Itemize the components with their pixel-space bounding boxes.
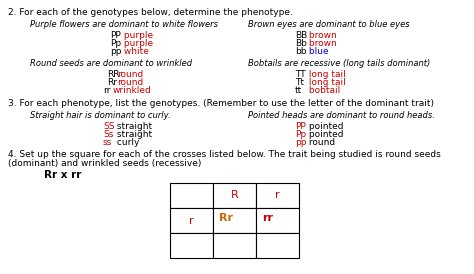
Text: Pp: Pp (295, 130, 306, 139)
Text: PP: PP (295, 122, 306, 131)
Text: ss: ss (103, 138, 112, 147)
Bar (256, 183, 299, 208)
Text: BB: BB (295, 31, 307, 40)
Text: 3. For each phenotype, list the genotypes. (Remember to use the letter of the do: 3. For each phenotype, list the genotype… (8, 99, 434, 108)
Text: Brown eyes are dominant to blue eyes: Brown eyes are dominant to blue eyes (248, 20, 410, 29)
Text: Rr: Rr (219, 213, 234, 223)
Text: RR: RR (107, 70, 119, 79)
Text: brown: brown (306, 39, 337, 48)
Bar (170, 183, 213, 208)
Text: round: round (306, 138, 335, 147)
Text: tt: tt (295, 86, 302, 95)
Text: blue: blue (306, 47, 328, 56)
Text: pointed: pointed (306, 122, 344, 131)
Bar (213, 208, 256, 233)
Text: curly: curly (114, 138, 139, 147)
Text: Round seeds are dominant to wrinkled: Round seeds are dominant to wrinkled (30, 59, 192, 68)
Text: pp: pp (110, 47, 121, 56)
Text: white: white (121, 47, 149, 56)
Bar (256, 233, 299, 258)
Text: 4. Set up the square for each of the crosses listed below. The trait being studi: 4. Set up the square for each of the cro… (8, 150, 441, 159)
Text: straight: straight (114, 122, 152, 131)
Bar (256, 208, 299, 233)
Bar (170, 233, 213, 258)
Text: wrinkled: wrinkled (113, 86, 152, 95)
Text: R: R (231, 190, 238, 201)
Text: r: r (275, 190, 280, 201)
Text: Straight hair is dominant to curly.: Straight hair is dominant to curly. (30, 111, 171, 120)
Text: round: round (117, 70, 143, 79)
Text: r: r (189, 215, 194, 226)
Text: straight: straight (114, 130, 152, 139)
Text: PP: PP (110, 31, 121, 40)
Text: bb: bb (295, 47, 307, 56)
Text: Pointed heads are dominant to round heads.: Pointed heads are dominant to round head… (248, 111, 435, 120)
Text: round: round (117, 78, 143, 87)
Text: brown: brown (306, 31, 337, 40)
Bar (170, 208, 213, 233)
Text: TT: TT (295, 70, 306, 79)
Text: Bobtails are recessive (long tails dominant): Bobtails are recessive (long tails domin… (248, 59, 430, 68)
Text: pp: pp (295, 138, 307, 147)
Text: purple: purple (121, 39, 153, 48)
Text: long tail: long tail (306, 70, 346, 79)
Text: Tt: Tt (295, 78, 304, 87)
Text: (dominant) and wrinkled seeds (recessive): (dominant) and wrinkled seeds (recessive… (8, 159, 201, 168)
Bar (213, 183, 256, 208)
Text: Pp: Pp (110, 39, 121, 48)
Text: Bb: Bb (295, 39, 307, 48)
Bar (213, 233, 256, 258)
Text: bobtail: bobtail (306, 86, 340, 95)
Text: Ss: Ss (103, 130, 113, 139)
Text: 2. For each of the genotypes below, determine the phenotype.: 2. For each of the genotypes below, dete… (8, 8, 293, 17)
Text: Purple flowers are dominant to white flowers: Purple flowers are dominant to white flo… (30, 20, 218, 29)
Text: Rr x rr: Rr x rr (44, 170, 82, 180)
Text: long tail: long tail (306, 78, 346, 87)
Text: rr: rr (103, 86, 110, 95)
Text: Rr: Rr (107, 78, 117, 87)
Text: SS: SS (103, 122, 115, 131)
Text: rr: rr (263, 213, 273, 223)
Text: pointed: pointed (306, 130, 344, 139)
Text: purple: purple (121, 31, 153, 40)
